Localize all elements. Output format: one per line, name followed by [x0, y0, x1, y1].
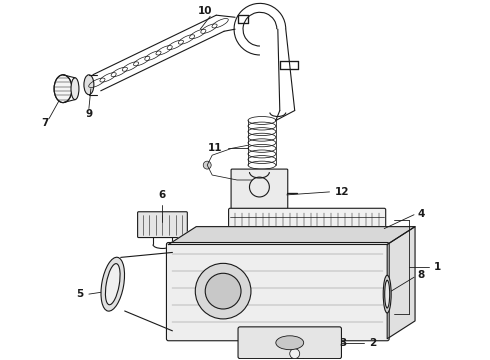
- Text: 10: 10: [198, 6, 213, 16]
- Text: 7: 7: [42, 118, 49, 129]
- Text: 11: 11: [208, 143, 222, 153]
- Circle shape: [285, 344, 305, 360]
- Text: 5: 5: [76, 289, 84, 299]
- Text: 2: 2: [369, 338, 376, 348]
- Text: 3: 3: [340, 338, 347, 348]
- FancyBboxPatch shape: [238, 327, 342, 359]
- Ellipse shape: [71, 78, 79, 100]
- Ellipse shape: [105, 264, 120, 305]
- FancyBboxPatch shape: [138, 212, 187, 238]
- Ellipse shape: [101, 257, 124, 311]
- Ellipse shape: [276, 336, 304, 350]
- Text: 8: 8: [417, 270, 424, 280]
- Ellipse shape: [385, 280, 390, 308]
- Circle shape: [196, 264, 251, 319]
- FancyBboxPatch shape: [231, 169, 288, 209]
- Ellipse shape: [383, 275, 391, 313]
- Text: 1: 1: [434, 262, 441, 272]
- Text: 12: 12: [335, 187, 349, 197]
- Text: 6: 6: [159, 190, 166, 200]
- Ellipse shape: [54, 75, 72, 103]
- Circle shape: [290, 349, 300, 359]
- FancyBboxPatch shape: [229, 208, 386, 249]
- Ellipse shape: [84, 75, 94, 95]
- Polygon shape: [169, 227, 415, 244]
- FancyBboxPatch shape: [167, 243, 389, 341]
- Polygon shape: [387, 227, 415, 339]
- Text: 4: 4: [417, 209, 424, 219]
- Text: 9: 9: [85, 108, 93, 118]
- Circle shape: [205, 273, 241, 309]
- Circle shape: [203, 161, 211, 169]
